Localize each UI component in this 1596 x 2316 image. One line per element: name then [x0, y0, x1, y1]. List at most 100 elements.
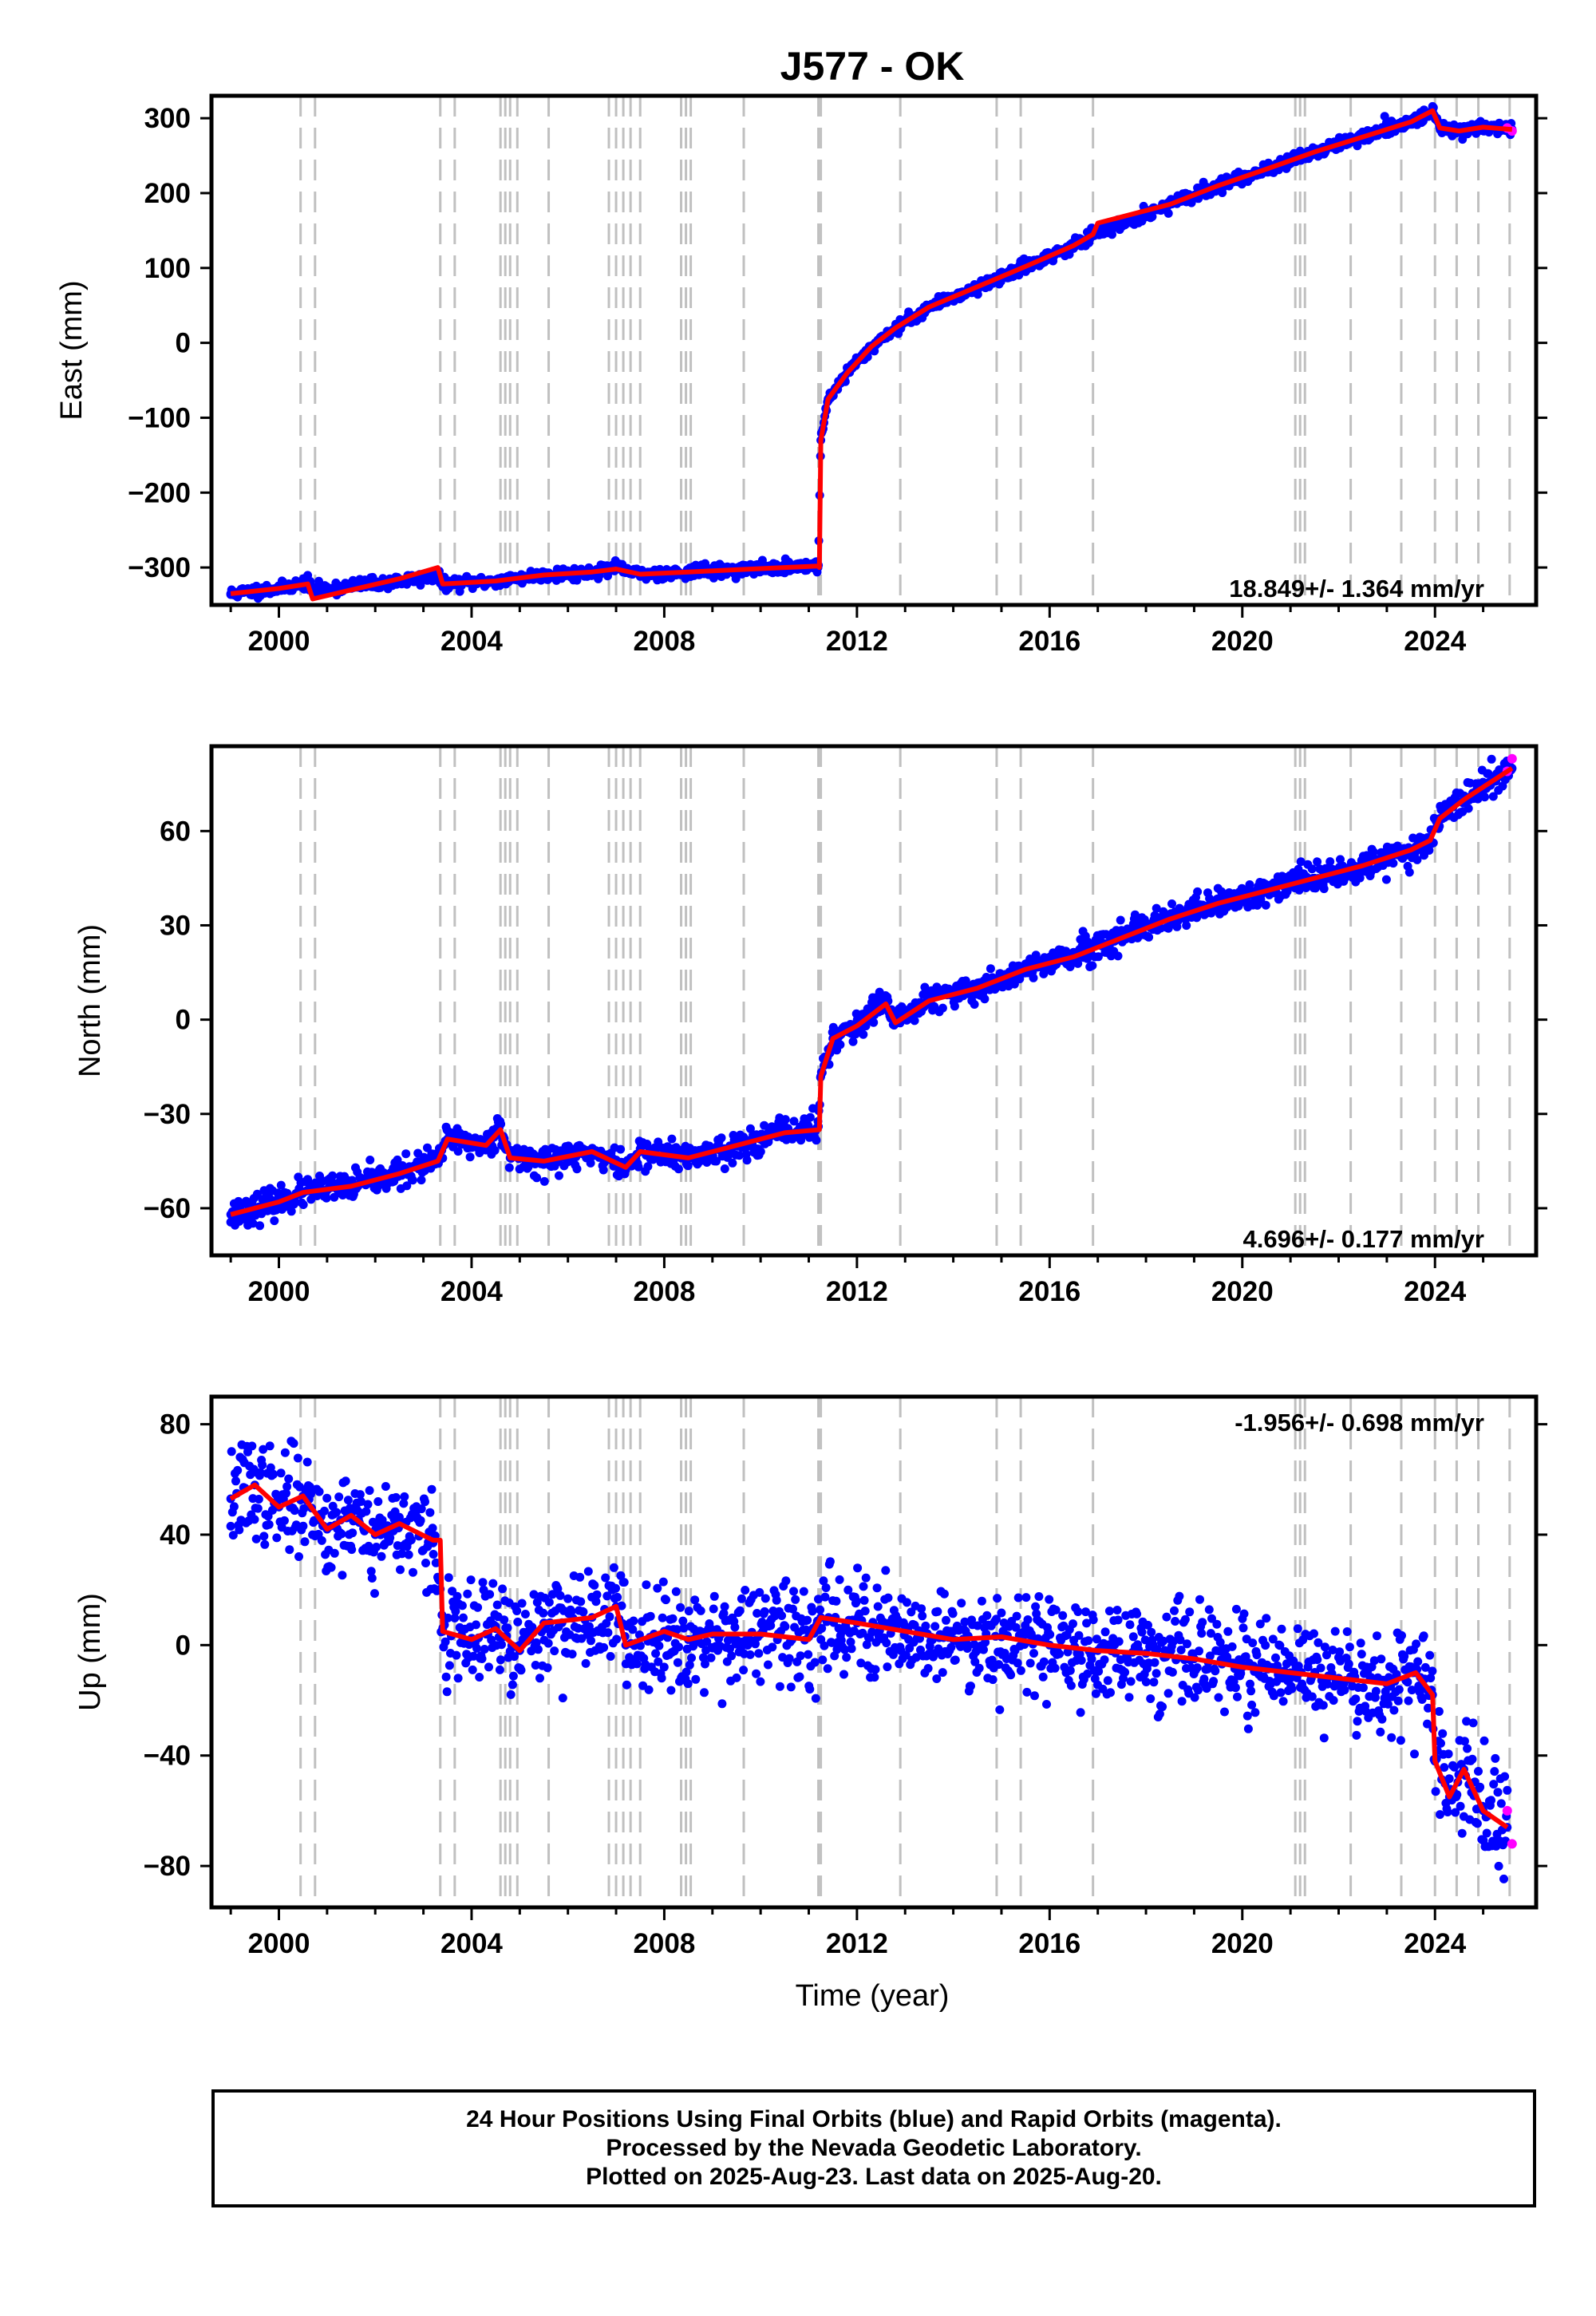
y-tick-label: −300: [128, 552, 191, 583]
final-orbit-point: [1045, 1595, 1054, 1604]
final-orbit-point: [1278, 1697, 1288, 1706]
final-orbit-point: [508, 1671, 518, 1681]
final-orbit-point: [492, 1600, 502, 1610]
final-orbit-point: [1357, 1650, 1366, 1659]
final-orbit-point: [347, 1545, 357, 1555]
final-orbit-point: [760, 1607, 769, 1616]
y-tick-label: −60: [144, 1193, 191, 1224]
final-orbit-point: [1271, 1653, 1280, 1662]
up-rate-label: -1.956+/- 0.698 mm/yr: [1235, 1409, 1484, 1437]
final-orbit-point: [1319, 884, 1329, 894]
x-tick-label: 2012: [826, 1928, 888, 1959]
final-orbit-point: [871, 1665, 880, 1674]
final-orbit-point: [642, 1140, 652, 1148]
footer-line-1: 24 Hour Positions Using Final Orbits (bl…: [466, 2106, 1282, 2132]
final-orbit-point: [629, 1616, 638, 1626]
final-orbit-point: [532, 1173, 542, 1183]
final-orbit-point: [1356, 1638, 1365, 1648]
final-orbit-point: [1185, 1607, 1195, 1617]
east-model-line: [230, 108, 1513, 602]
final-orbit-point: [1227, 1642, 1237, 1651]
final-orbit-point: [328, 1171, 338, 1180]
x-tick-label: 2008: [633, 626, 695, 657]
final-orbit-point: [1193, 1686, 1203, 1695]
final-orbit-point: [503, 1623, 512, 1633]
final-orbit-point: [1310, 1629, 1318, 1638]
final-orbit-point: [1117, 219, 1127, 227]
final-orbit-point: [1104, 1607, 1114, 1616]
final-orbit-point: [869, 1018, 879, 1027]
final-orbit-point: [803, 1615, 812, 1625]
final-orbit-point: [808, 1607, 817, 1616]
final-orbit-point: [717, 1699, 727, 1709]
final-orbit-point: [980, 994, 990, 1004]
final-orbit-point: [1120, 1667, 1130, 1677]
final-orbit-point: [818, 1655, 828, 1665]
final-orbit-point: [977, 1596, 986, 1606]
east-y-axis-label: East (mm): [55, 280, 89, 420]
final-orbit-point: [821, 1583, 831, 1592]
final-orbit-point: [1413, 1657, 1423, 1666]
final-orbit-point: [247, 1441, 257, 1451]
final-orbit-point: [444, 1661, 454, 1670]
final-orbit-point: [1489, 1780, 1499, 1789]
final-orbit-point: [1261, 900, 1270, 910]
final-orbit-point: [1148, 212, 1157, 221]
final-orbit-point: [754, 1649, 764, 1658]
final-orbit-point: [485, 1590, 495, 1599]
final-orbit-point: [812, 1136, 821, 1145]
final-orbit-point: [235, 1525, 244, 1535]
final-orbit-point: [427, 1484, 437, 1494]
final-orbit-point: [974, 1663, 984, 1673]
final-orbit-point: [496, 1655, 505, 1665]
final-orbit-point: [1330, 1626, 1340, 1636]
final-orbit-point: [612, 1634, 622, 1644]
final-orbit-point: [402, 1181, 412, 1191]
final-orbit-point: [1464, 804, 1473, 813]
x-tick-label: 2008: [633, 1276, 695, 1307]
footer-line-2: Processed by the Nevada Geodetic Laborat…: [606, 2135, 1142, 2161]
north-y-axis-label: North (mm): [73, 924, 107, 1077]
final-orbit-point: [465, 1152, 475, 1162]
final-orbit-point: [1025, 1658, 1035, 1668]
final-orbit-point: [370, 1589, 379, 1599]
final-orbit-point: [373, 1497, 383, 1506]
final-orbit-point: [1066, 1681, 1076, 1690]
final-orbit-point: [1261, 1641, 1270, 1650]
final-orbit-point: [1316, 1663, 1325, 1673]
final-orbit-point: [1108, 230, 1116, 239]
final-orbit-point: [1195, 1646, 1203, 1656]
final-orbit-point: [1335, 1647, 1345, 1657]
final-orbit-point: [1468, 1718, 1478, 1728]
final-orbit-point: [872, 1583, 882, 1593]
final-orbit-point: [739, 1666, 749, 1675]
final-orbit-point: [1214, 1693, 1223, 1702]
final-orbit-point: [1246, 1686, 1256, 1696]
final-orbit-point: [658, 1577, 668, 1587]
final-orbit-point: [286, 1207, 296, 1216]
final-orbit-point: [979, 1645, 988, 1654]
final-orbit-point: [1412, 1639, 1421, 1649]
final-orbit-point: [842, 1653, 851, 1662]
final-orbit-point: [1197, 1629, 1207, 1638]
final-orbit-point: [882, 1638, 891, 1648]
y-tick-label: 80: [160, 1409, 191, 1441]
final-orbit-point: [1147, 1627, 1156, 1637]
final-orbit-point: [1250, 1708, 1260, 1717]
final-orbit-point: [760, 1594, 770, 1603]
final-orbit-point: [1038, 1672, 1048, 1682]
final-orbit-point: [1373, 1631, 1381, 1641]
final-orbit-point: [938, 1668, 947, 1678]
final-orbit-point: [488, 1579, 498, 1588]
final-orbit-point: [601, 1573, 610, 1583]
final-orbit-point: [377, 1551, 386, 1561]
final-orbit-point: [823, 1664, 832, 1674]
final-orbit-point: [1243, 1724, 1253, 1733]
final-orbit-point: [938, 1003, 947, 1013]
final-orbit-point: [1389, 1705, 1399, 1715]
final-orbit-point: [544, 1598, 554, 1607]
final-orbit-point: [1077, 1656, 1086, 1665]
